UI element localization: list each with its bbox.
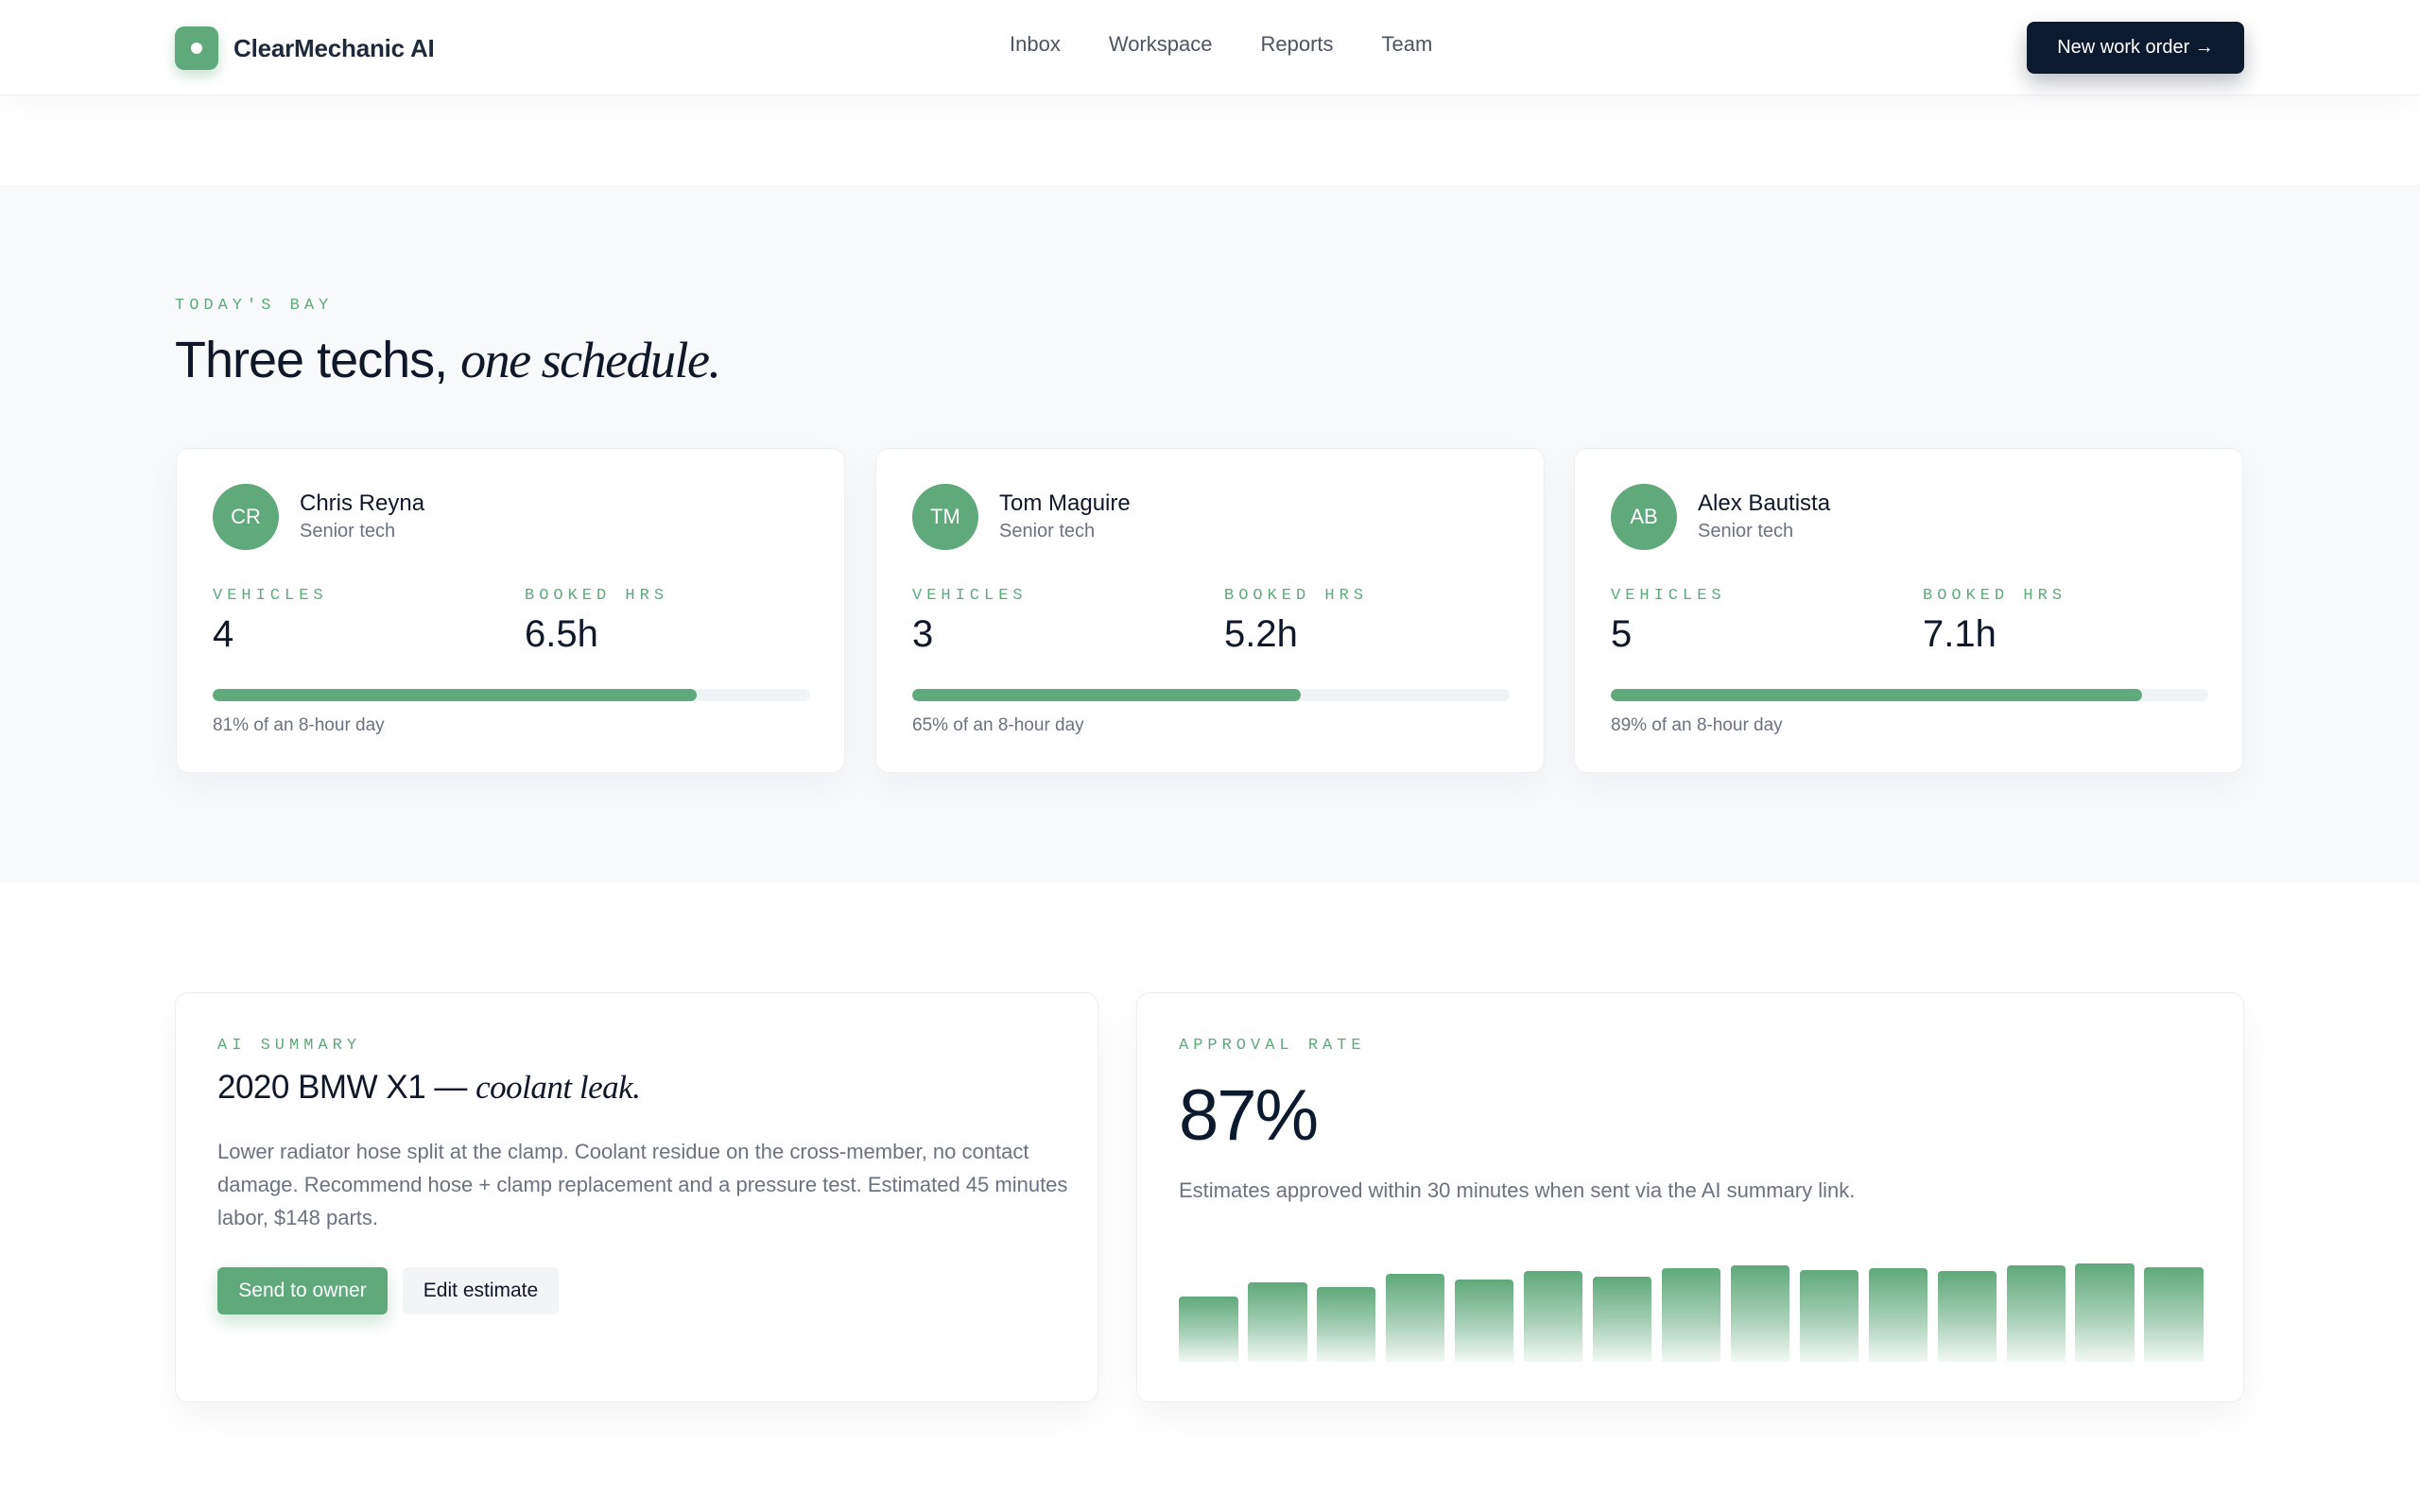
tech-name: Chris Reyna [300, 490, 425, 516]
utilization-fill [1611, 689, 2143, 701]
tech-name: Tom Maguire [999, 490, 1131, 516]
utilization-bar [912, 689, 1510, 701]
vehicles-label: VEHICLES [1611, 587, 1726, 605]
tech-name: Alex Bautista [1698, 490, 1831, 516]
avatar: CR [213, 484, 279, 550]
utilization-caption: 65% of an 8-hour day [912, 715, 1084, 735]
booked-hours-value: 6.5h [525, 613, 598, 655]
nav-reports[interactable]: Reports [1260, 32, 1334, 56]
vehicles-label: VEHICLES [912, 587, 1028, 605]
approval-bar [1592, 1276, 1652, 1362]
edit-estimate-button[interactable]: Edit estimate [403, 1267, 559, 1314]
approval-bar [2144, 1267, 2204, 1362]
utilization-caption: 89% of an 8-hour day [1611, 715, 1783, 735]
approval-bar [1316, 1286, 1376, 1362]
bay-eyebrow: TODAY'S BAY [175, 297, 334, 315]
bay-title: Three techs, one schedule. [175, 331, 721, 389]
summary-title-italic: coolant leak. [475, 1069, 641, 1106]
tech-role: Senior tech [999, 521, 1096, 541]
utilization-fill [213, 689, 697, 701]
nav-team[interactable]: Team [1381, 32, 1433, 56]
nav-workspace[interactable]: Workspace [1108, 32, 1213, 56]
nav-inbox[interactable]: Inbox [1010, 32, 1061, 56]
utilization-bar [1611, 689, 2208, 701]
utilization-caption: 81% of an 8-hour day [213, 715, 385, 735]
approval-bar [1454, 1279, 1514, 1362]
approval-bar [2075, 1263, 2135, 1362]
summary-eyebrow: AI SUMMARY [217, 1037, 362, 1055]
approval-bar [1730, 1265, 1790, 1362]
tech-role: Senior tech [300, 521, 396, 541]
bay-title-italic: one schedule. [460, 332, 721, 388]
approval-note: Estimates approved within 30 minutes whe… [1179, 1178, 1856, 1202]
approval-bar-chart [1179, 1263, 2204, 1362]
new-work-order-button[interactable]: New work order → [2027, 22, 2244, 74]
brand[interactable]: ClearMechanic AI [175, 26, 435, 70]
send-to-owner-button[interactable]: Send to owner [217, 1267, 388, 1314]
approval-bar [1385, 1274, 1445, 1362]
main-nav: Inbox Workspace Reports Team [1010, 32, 1480, 57]
tech-role: Senior tech [1698, 521, 1794, 541]
vehicles-label: VEHICLES [213, 587, 328, 605]
brand-logo-icon [175, 26, 218, 70]
approval-eyebrow: APPROVAL RATE [1179, 1037, 1366, 1055]
approval-bar [1799, 1270, 1859, 1362]
utilization-fill [912, 689, 1301, 701]
approval-bar [1661, 1268, 1721, 1362]
utilization-bar [213, 689, 810, 701]
approval-rate-value: 87% [1179, 1075, 1319, 1156]
summary-title-plain: 2020 BMW X1 — [217, 1069, 476, 1106]
approval-bar [1523, 1271, 1583, 1362]
ai-summary-card: AI SUMMARY 2020 BMW X1 — coolant leak. L… [175, 992, 1098, 1402]
approval-bar [1179, 1297, 1238, 1362]
approval-bar [1937, 1271, 1997, 1362]
booked-hours-label: BOOKED HRS [525, 587, 669, 605]
vehicles-count: 4 [213, 613, 234, 655]
avatar: TM [912, 484, 978, 550]
bay-title-plain: Three techs, [175, 332, 461, 388]
summary-title: 2020 BMW X1 — coolant leak. [217, 1069, 641, 1107]
tech-card[interactable]: TM Tom Maguire Senior tech VEHICLES 3 BO… [875, 448, 1545, 773]
booked-hours-label: BOOKED HRS [1224, 587, 1369, 605]
tech-card[interactable]: AB Alex Bautista Senior tech VEHICLES 5 … [1574, 448, 2243, 773]
booked-hours-value: 5.2h [1224, 613, 1298, 655]
approval-rate-card: APPROVAL RATE 87% Estimates approved wit… [1136, 992, 2244, 1402]
tech-card[interactable]: CR Chris Reyna Senior tech VEHICLES 4 BO… [176, 448, 845, 773]
booked-hours-value: 7.1h [1923, 613, 1996, 655]
vehicles-count: 3 [912, 613, 934, 655]
vehicles-count: 5 [1611, 613, 1633, 655]
avatar: AB [1611, 484, 1677, 550]
booked-hours-label: BOOKED HRS [1923, 587, 2067, 605]
approval-bar [2006, 1265, 2066, 1362]
brand-name: ClearMechanic AI [233, 33, 435, 62]
summary-body: Lower radiator hose split at the clamp. … [217, 1140, 1068, 1229]
approval-bar [1868, 1268, 1928, 1362]
top-navigation: ClearMechanic AI Inbox Workspace Reports… [0, 0, 2420, 95]
approval-bar [1247, 1281, 1307, 1362]
